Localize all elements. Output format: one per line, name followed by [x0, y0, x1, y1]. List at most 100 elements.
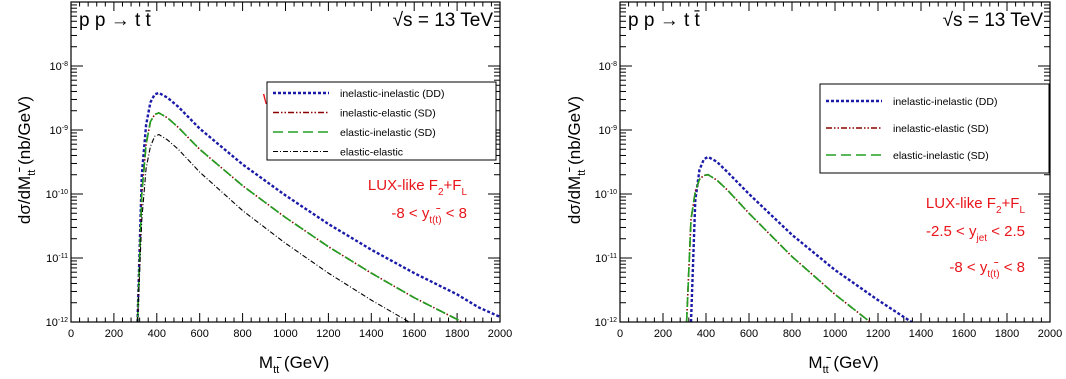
text-run: 10: [50, 61, 62, 73]
legend-box: [266, 81, 497, 161]
text-run: -2.5 < y: [926, 223, 977, 240]
x-tick-label: 1600: [402, 328, 426, 340]
x-tick-label: 1800: [445, 328, 469, 340]
text-run: -8 < y: [949, 259, 987, 276]
subscript: jet: [975, 233, 987, 244]
x-tick-label: 800: [783, 328, 801, 340]
x-tick-label: 1400: [909, 328, 933, 340]
subscript: 2: [438, 187, 444, 198]
y-tick-label: 10-11: [595, 253, 617, 265]
plot-frame: [70, 1, 501, 323]
legend-label-4: elastic-elastic: [340, 147, 403, 159]
annotation-2: -2.5 < yjet < 2.5: [926, 223, 1025, 244]
x-tick-label: 1800: [995, 328, 1019, 340]
subscript: tt: [823, 364, 829, 376]
text-run: 10: [595, 317, 607, 329]
y-tick-label: 10-11: [46, 253, 68, 265]
text-run: 10: [46, 253, 58, 265]
y-tick-label: 10-10: [595, 189, 617, 201]
plot-frame: [619, 1, 1051, 323]
x-tick-label: 2000: [488, 328, 512, 340]
subscript: ): [438, 215, 441, 226]
x-tick-label: 1400: [359, 328, 383, 340]
x-tick-label: 0: [617, 328, 623, 340]
text-run: LUX-like F: [926, 195, 996, 212]
y-tick-label: 10-12: [595, 317, 617, 329]
x-tick-label: 200: [105, 328, 123, 340]
superscript: -8: [62, 61, 68, 68]
text-run: 10: [46, 189, 58, 201]
energy-label: √s = 13 TeV: [393, 10, 494, 31]
y-tick-label: 10-8: [50, 61, 69, 73]
y-tick-label: 10-9: [599, 125, 618, 137]
x-axis-title: Mtt̄ (GeV): [808, 353, 878, 376]
series-group: [685, 155, 914, 322]
y-tick-label: 10-9: [50, 125, 69, 137]
superscript: -12: [58, 317, 68, 324]
text-run: ̄: [993, 262, 998, 263]
subscript: tt: [576, 170, 588, 176]
x-tick-label: 200: [654, 328, 672, 340]
legend: inelastic-inelastic (DD) inelastic-elasti…: [819, 83, 1050, 174]
text-run: < 8: [442, 205, 467, 222]
text-run: ̄ (GeV): [826, 353, 879, 372]
x-tick-label: 1600: [952, 328, 976, 340]
series-line-1: [136, 91, 500, 322]
superscript: -10: [607, 189, 617, 196]
text-run: 10: [46, 317, 58, 329]
legend-label-1: inelastic-inelastic (DD): [340, 88, 444, 100]
legend-label-3: elastic-inelastic (SD): [893, 150, 989, 162]
y-tick-label: 10-10: [46, 189, 68, 201]
legend-label-2: inelastic-elastic (SD): [340, 108, 436, 120]
text-run: ̄ (GeV): [276, 353, 329, 372]
energy-label: √s = 13 TeV: [943, 10, 1044, 31]
text-run: ̄ (nb/GeV): [565, 96, 584, 173]
process-label: p p → t t̄: [79, 10, 152, 31]
text-run: M: [259, 353, 273, 372]
text-run: 10: [595, 189, 607, 201]
series-line-3: [136, 112, 464, 322]
text-run: 10: [599, 61, 611, 73]
y-axis-title: dσ/dMtt̄ (nb/GeV): [565, 96, 588, 224]
superscript: -12: [607, 317, 617, 324]
y-tick-label: 10-8: [599, 61, 618, 73]
subscript: L: [1019, 205, 1025, 216]
text-run: ̄ (nb/GeV): [15, 96, 34, 173]
subscript: t(t: [987, 269, 996, 280]
x-tick-label: 600: [191, 328, 209, 340]
x-tick-label: 2000: [1038, 328, 1062, 340]
subscript: ): [996, 269, 999, 280]
legend-label-1: inelastic-inelastic (DD): [893, 96, 997, 108]
text-run: dσ/dM: [565, 176, 584, 224]
annotation-3: -8 < yt(t̄) < 8: [949, 259, 1025, 280]
series-group: [136, 91, 500, 322]
text-run: +F: [1002, 195, 1020, 212]
x-tick-label: 1000: [823, 328, 847, 340]
text-run: 10: [599, 125, 611, 137]
legend-label-2: inelastic-elastic (SD): [893, 123, 989, 135]
superscript: -9: [62, 125, 68, 132]
annotation-1: LUX-like F2+FL: [368, 177, 468, 198]
x-tick-label: 1200: [316, 328, 340, 340]
legend: inelastic-inelastic (DD) inelastic-elasti…: [266, 81, 497, 161]
x-tick-label: 1200: [866, 328, 890, 340]
x-tick-label: 600: [740, 328, 758, 340]
text-run: dσ/dM: [15, 176, 34, 224]
y-axis-title: dσ/dMtt̄ (nb/GeV): [15, 96, 38, 224]
series-line-2: [685, 173, 872, 322]
annotation-2: -8 < yt(t̄) < 8: [391, 205, 467, 226]
text-run: 10: [595, 253, 607, 265]
superscript: -11: [607, 253, 617, 260]
chart-panel-2: 0 200 400 600 800 1000 1200 1400 1600 1800 200010-…: [565, 1, 1062, 376]
superscript: -10: [58, 189, 68, 196]
annotation-1: LUX-like F2+FL: [926, 195, 1026, 216]
text-run: +F: [444, 177, 462, 194]
subscript: t(t: [429, 215, 438, 226]
superscript: -11: [58, 253, 68, 260]
x-axis: 0 200 400 600 800 1000 1200 1400 1600 1800 2000: [68, 2, 512, 340]
text-run: < 8: [1000, 259, 1025, 276]
x-tick-label: 0: [68, 328, 74, 340]
